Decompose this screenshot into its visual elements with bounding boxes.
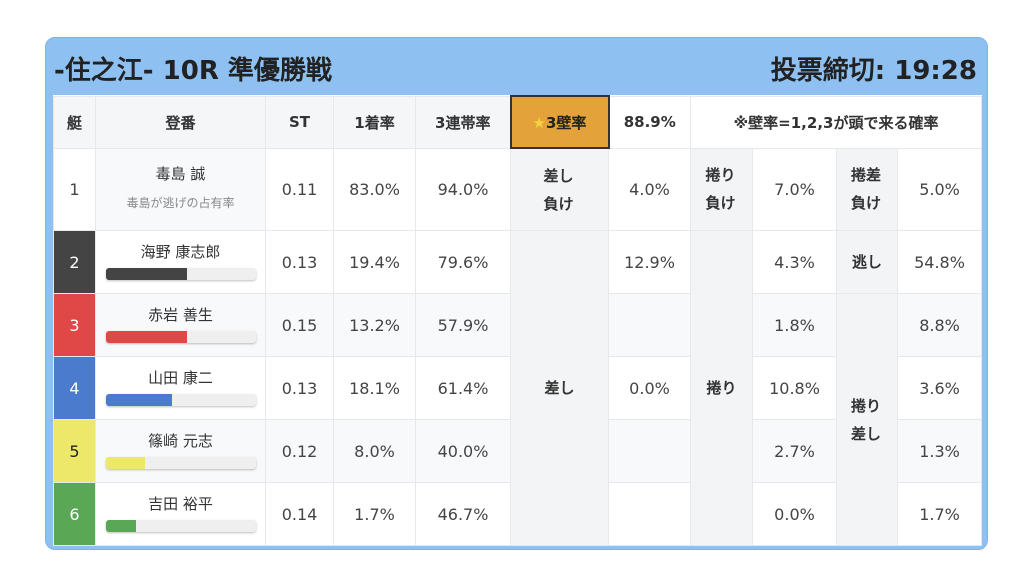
sashi-label: 差し [510,230,609,546]
header-row: 艇 登番 ST 1着率 3連帯率 ★3壁率 88.9% ※壁率=1,2,3が頭で… [53,95,983,149]
col-win: 1着率 [333,95,416,149]
racer-bar [105,267,256,280]
sashi-value [608,419,691,483]
sashi-value: 12.9% [608,230,691,294]
sashi-make-label: 差し負け [543,166,574,213]
star-icon: ★ [532,113,546,132]
last-value: 3.6% [896,356,983,420]
vote-deadline: 投票締切: 19:28 [770,56,977,86]
st-value: 0.15 [265,293,334,357]
race-title: -住之江- 10R 準優勝戦 [54,56,332,86]
col-boat: 艇 [53,95,96,149]
makuri-value: 2.7% [752,419,837,483]
makuri-make-value: 7.0% [752,147,837,231]
st-value: 0.11 [265,147,334,231]
table-row: 2 海野 康志郎 0.13 19.4% 79.6% 差し 12.9% 捲り 4.3% 逃し 54.8… [53,230,983,546]
top3-rate: 94.0% [415,147,511,231]
racer-name: 篠崎 元志 [148,431,213,450]
makuri-make-cell: 捲り負け [690,147,753,231]
wall-rate-value: 88.9% [608,95,691,149]
racer-cell: 山田 康二 [95,356,266,420]
race-card: -住之江- 10R 準優勝戦 投票締切: 19:28 艇 登番 ST 1着率 3… [45,37,988,550]
makurizashi-make-label: 捲差負け [851,166,882,213]
racer-bar-fill [105,519,136,532]
boat-number: 5 [53,419,96,483]
st-value: 0.13 [265,230,334,294]
makuri-value: 0.0% [752,482,837,546]
racer-sub: 毒島が逃げの占有率 [126,196,235,211]
sashi-value [608,482,691,546]
makuri-value: 10.8% [752,356,837,420]
makurizashi-cell: 捲り差し [836,293,898,546]
win-rate: 8.0% [333,419,416,483]
st-value: 0.13 [265,356,334,420]
wall-label-text: 3壁率 [546,113,587,132]
boat-number: 4 [53,356,96,420]
win-rate: 13.2% [333,293,416,357]
racer-cell: 海野 康志郎 [95,230,266,294]
top3-rate: 40.0% [415,419,511,483]
makuri-value: 4.3% [752,230,837,294]
boat-number: 3 [53,293,96,357]
racer-name: 赤岩 善生 [148,305,213,324]
makurizashi-make-cell: 捲差負け [836,147,898,231]
nige-label: 逃し [836,230,898,294]
last-value: 8.8% [896,293,983,357]
last-value: 1.3% [896,419,983,483]
racer-bar-fill [105,330,187,343]
wall-rate-label: ★3壁率 [509,95,610,149]
last-value: 1.7% [896,482,983,546]
table-row: 6 吉田 裕平 0.14 1.7% 46.7% 0.0% 1.7% [53,482,983,546]
col-top3: 3連帯率 [415,95,511,149]
racer-name: 山田 康二 [148,368,213,387]
sashi-value: 0.0% [608,356,691,420]
table-row: 4 山田 康二 0.13 18.1% 61.4% 0.0% 10.8% 3.6% [53,356,983,420]
win-rate: 83.0% [333,147,416,231]
top3-rate: 79.6% [415,230,511,294]
sashi-make-value: 4.0% [608,147,691,231]
racer-bar [105,393,256,406]
racer-name: 吉田 裕平 [148,494,213,513]
win-rate: 1.7% [333,482,416,546]
st-value: 0.12 [265,419,334,483]
st-value: 0.14 [265,482,334,546]
sashi-make-cell: 差し負け [510,147,609,231]
last-value: 54.8% [896,230,983,294]
racer-cell: 吉田 裕平 [95,482,266,546]
makuri-value: 1.8% [752,293,837,357]
racer-name: 海野 康志郎 [140,242,221,261]
boat-number: 1 [53,147,96,231]
makurizashi-make-value: 5.0% [896,147,983,231]
table-row: 3 赤岩 善生 0.15 13.2% 57.9% 1.8% 捲り差し 8.8% [53,293,983,546]
col-st: ST [265,95,334,149]
racer-cell: 毒島 誠毒島が逃げの占有率 [95,147,266,231]
prediction-table: 艇 登番 ST 1着率 3連帯率 ★3壁率 88.9% ※壁率=1,2,3が頭で… [53,95,983,546]
boat-number: 2 [53,230,96,294]
win-rate: 19.4% [333,230,416,294]
makuri-make-label: 捲り負け [705,166,736,213]
makuri-label: 捲り [690,230,753,546]
win-rate: 18.1% [333,356,416,420]
wall-rate-note: ※壁率=1,2,3が頭で来る確率 [689,95,983,149]
boat-number: 6 [53,482,96,546]
racer-bar [105,519,256,532]
racer-bar-fill [105,267,187,280]
racer-bar-fill [105,456,145,469]
racer-cell: 赤岩 善生 [95,293,266,357]
table-row: 1 毒島 誠毒島が逃げの占有率 0.11 83.0% 94.0% 差し負け 4.… [53,147,983,231]
racer-name: 毒島 誠 [155,165,206,184]
top3-rate: 61.4% [415,356,511,420]
top3-rate: 46.7% [415,482,511,546]
makurizashi-label: 捲り差し [851,396,882,443]
racer-bar [105,330,256,343]
sashi-value [608,293,691,357]
col-reg: 登番 [95,95,266,149]
racer-cell: 篠崎 元志 [95,419,266,483]
racer-bar-fill [105,393,172,406]
top3-rate: 57.9% [415,293,511,357]
racer-bar [105,456,256,469]
